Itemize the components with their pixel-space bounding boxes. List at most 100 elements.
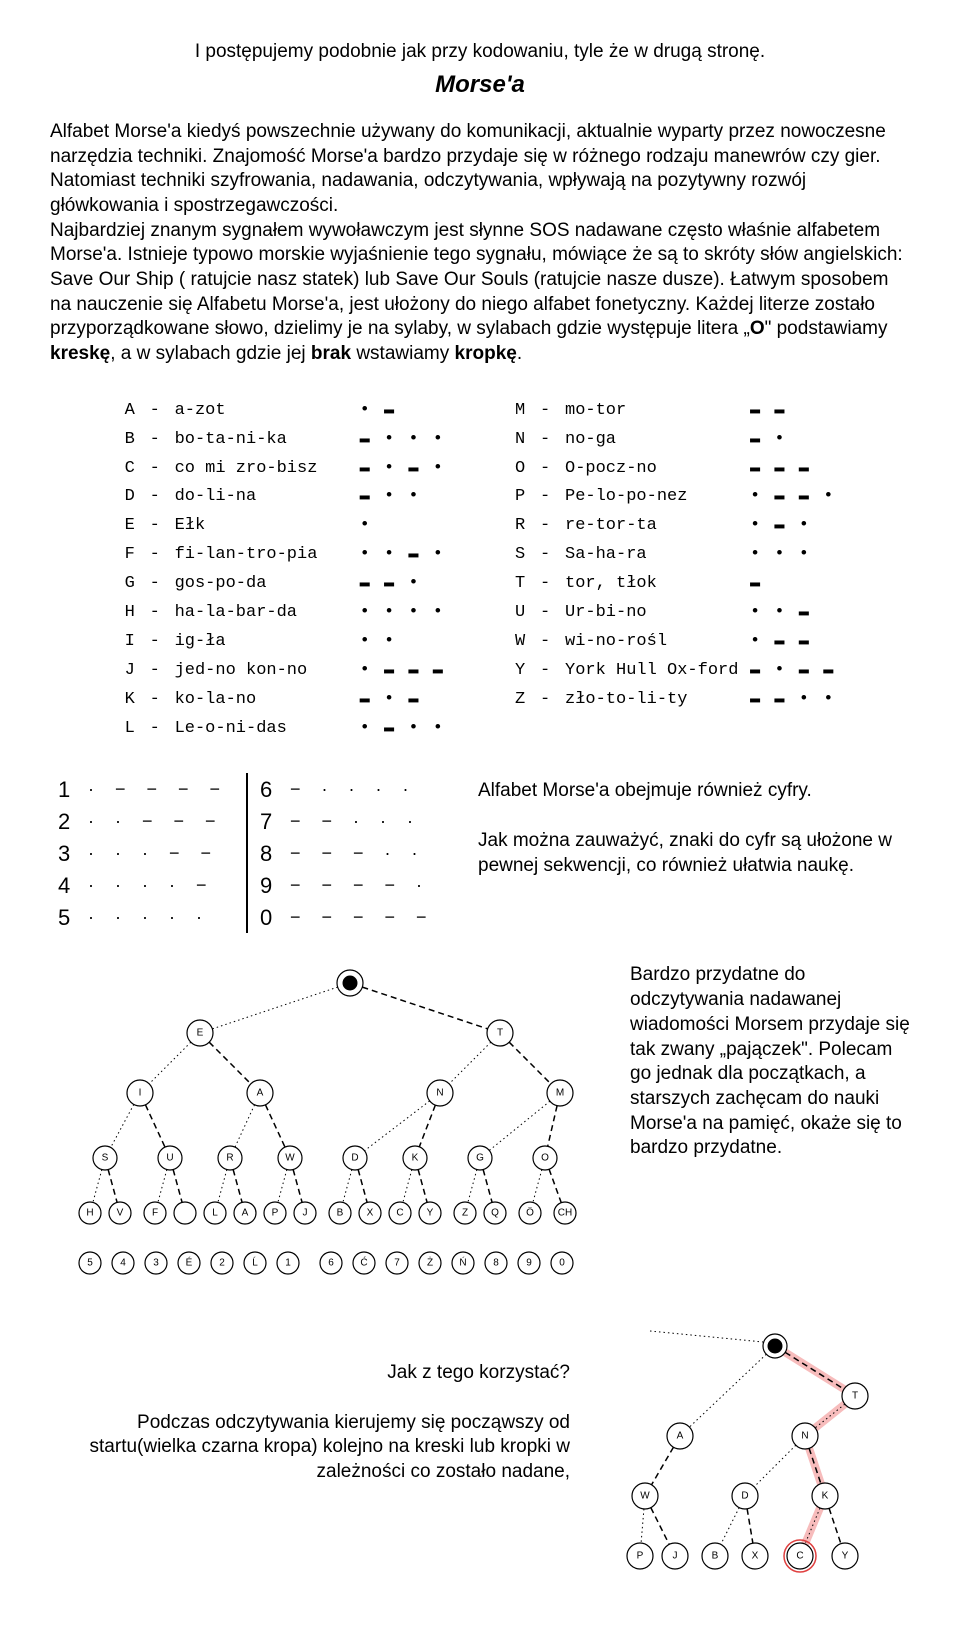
svg-text:M: M (556, 1088, 564, 1099)
svg-text:X: X (367, 1208, 374, 1219)
spider-diagram: ETIANMSURWDKGOHVFLAPJBXCYZQÖCH543É2Ĺ16Ć7… (50, 963, 610, 1291)
svg-text:Ĺ: Ĺ (252, 1256, 258, 1269)
svg-text:J: J (673, 1551, 678, 1562)
alphabet-row: F-fi-lan-tro-pia• • ▬ • (125, 541, 445, 570)
svg-text:B: B (337, 1208, 344, 1219)
svg-text:W: W (285, 1153, 295, 1164)
alphabet-row: U-Ur-bi-no• • ▬ (515, 599, 835, 628)
alphabet-row: K-ko-la-no▬ • ▬ (125, 686, 445, 715)
alphabet-row: M-mo-tor▬ ▬ (515, 397, 835, 426)
howto-diagram: TANWDKPJBXCY (590, 1321, 910, 1589)
alphabet-row: C-co mi zro-bisz▬ • ▬ • (125, 455, 445, 484)
svg-text:7: 7 (394, 1258, 400, 1269)
svg-text:8: 8 (493, 1258, 499, 1269)
intro-text: I postępujemy podobnie jak przy kodowani… (50, 40, 910, 65)
svg-text:C: C (796, 1551, 803, 1562)
svg-text:4: 4 (120, 1258, 126, 1269)
digit-row: 4· · · · − (58, 869, 238, 901)
digit-row: 0− − − − − (260, 901, 440, 933)
alphabet-row: T-tor, tłok▬ (515, 570, 835, 599)
svg-text:H: H (86, 1208, 93, 1219)
alphabet-row: O-O-pocz-no▬ ▬ ▬ (515, 455, 835, 484)
svg-text:Z: Z (462, 1208, 468, 1219)
svg-text:Y: Y (842, 1551, 849, 1562)
alphabet-row: D-do-li-na▬ • • (125, 483, 445, 512)
svg-text:Q: Q (491, 1208, 499, 1219)
alphabet-row: P-Pe-lo-po-nez• ▬ ▬ • (515, 483, 835, 512)
svg-text:2: 2 (219, 1258, 225, 1269)
svg-text:3: 3 (153, 1258, 159, 1269)
howto-body: Podczas odczytywania kierujemy się począ… (50, 1411, 570, 1485)
alphabet-row: G-gos-po-da▬ ▬ • (125, 570, 445, 599)
svg-text:6: 6 (328, 1258, 334, 1269)
digits-text-2: Jak można zauważyć, znaki do cyfr są uło… (478, 829, 910, 878)
svg-text:S: S (102, 1153, 109, 1164)
alphabet-row: J-jed-no kon-no• ▬ ▬ ▬ (125, 657, 445, 686)
howto-title: Jak z tego korzystać? (50, 1361, 570, 1386)
alphabet-row: H-ha-la-bar-da• • • • (125, 599, 445, 628)
svg-text:D: D (351, 1153, 358, 1164)
svg-text:U: U (166, 1153, 173, 1164)
svg-text:B: B (712, 1551, 719, 1562)
alphabet-row: B-bo-ta-ni-ka▬ • • • (125, 426, 445, 455)
digit-row: 2· · − − − (58, 805, 238, 837)
svg-text:J: J (303, 1208, 308, 1219)
svg-text:P: P (637, 1551, 644, 1562)
svg-text:0: 0 (559, 1258, 565, 1269)
alphabet-row: S-Sa-ha-ra• • • (515, 541, 835, 570)
alphabet-row: Y-York Hull Ox-ford▬ • ▬ ▬ (515, 657, 835, 686)
svg-text:A: A (242, 1208, 249, 1219)
howto-section: Jak z tego korzystać? Podczas odczytywan… (50, 1321, 910, 1589)
digit-row: 3· · · − − (58, 837, 238, 869)
svg-text:V: V (117, 1208, 124, 1219)
svg-text:A: A (257, 1088, 264, 1099)
svg-text:Ń: Ń (459, 1256, 466, 1269)
digit-row: 5· · · · · (58, 901, 238, 933)
digit-row: 9− − − − · (260, 869, 440, 901)
svg-text:Ć: Ć (360, 1256, 367, 1269)
howto-text: Jak z tego korzystać? Podczas odczytywan… (50, 1321, 570, 1484)
digits-description: Alfabet Morse'a obejmuje również cyfry. … (478, 773, 910, 878)
digits-text-1: Alfabet Morse'a obejmuje również cyfry. (478, 779, 910, 804)
svg-text:W: W (640, 1491, 650, 1502)
alphabet-row: W-wi-no-rośl• ▬ ▬ (515, 628, 835, 657)
svg-text:E: E (197, 1028, 204, 1039)
alphabet-row: I-ig-ła• • (125, 628, 445, 657)
svg-text:Y: Y (427, 1208, 434, 1219)
svg-text:9: 9 (526, 1258, 532, 1269)
svg-text:1: 1 (285, 1258, 291, 1269)
svg-text:X: X (752, 1551, 759, 1562)
svg-text:T: T (497, 1028, 503, 1039)
spider-section: ETIANMSURWDKGOHVFLAPJBXCYZQÖCH543É2Ĺ16Ć7… (50, 963, 910, 1291)
alphabet-table: A-a-zot• ▬B-bo-ta-ni-ka▬ • • •C-co mi zr… (50, 397, 910, 744)
svg-text:P: P (272, 1208, 279, 1219)
svg-text:K: K (412, 1153, 419, 1164)
alphabet-row: N-no-ga▬ • (515, 426, 835, 455)
digit-row: 7− − · · · (260, 805, 440, 837)
svg-text:Ż: Ż (427, 1256, 433, 1269)
svg-text:T: T (852, 1391, 858, 1402)
svg-text:D: D (741, 1491, 748, 1502)
svg-text:N: N (801, 1431, 808, 1442)
svg-text:O: O (541, 1153, 549, 1164)
alphabet-row: Z-zło-to-li-ty▬ ▬ • • (515, 686, 835, 715)
alphabet-row: A-a-zot• ▬ (125, 397, 445, 426)
digits-section: 1· − − − −2· · − − −3· · · − −4· · · · −… (50, 773, 910, 933)
svg-text:F: F (152, 1208, 158, 1219)
title: Morse'a (50, 69, 910, 100)
alphabet-row: R-re-tor-ta• ▬ • (515, 512, 835, 541)
svg-text:R: R (226, 1153, 233, 1164)
alphabet-row: L-Le-o-ni-das• ▬ • • (125, 715, 445, 744)
svg-text:5: 5 (87, 1258, 93, 1269)
svg-text:I: I (139, 1088, 142, 1099)
svg-text:CH: CH (558, 1208, 572, 1219)
digit-row: 6− · · · · (260, 773, 440, 805)
alphabet-row: E-Ełk• (125, 512, 445, 541)
main-paragraph: Alfabet Morse'a kiedyś powszechnie używa… (50, 120, 910, 367)
svg-text:K: K (822, 1491, 829, 1502)
svg-text:É: É (186, 1256, 193, 1269)
digit-row: 8− − − · · (260, 837, 440, 869)
spider-description: Bardzo przydatne do odczytywania nadawan… (630, 963, 910, 1161)
digit-row: 1· − − − − (58, 773, 238, 805)
svg-text:C: C (396, 1208, 403, 1219)
